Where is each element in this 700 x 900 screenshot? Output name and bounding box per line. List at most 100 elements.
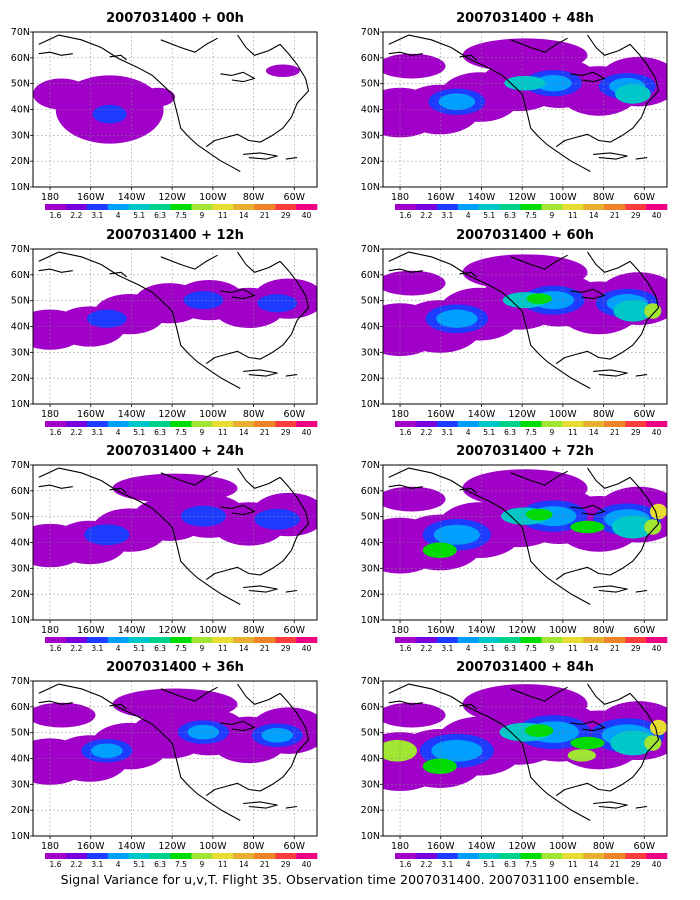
- colorbar-swatch: [128, 637, 150, 643]
- longitude-label: 180: [391, 192, 409, 203]
- colorbar-label: 7.5: [175, 644, 187, 653]
- colorbar-label: 40: [652, 211, 662, 220]
- colorbar-swatch: [583, 637, 605, 643]
- coastline: [593, 801, 628, 809]
- variance-contour: [112, 688, 238, 720]
- colorbar-label: 1.6: [400, 211, 412, 220]
- coastlines: [38, 251, 310, 389]
- colorbar-label: 14: [239, 428, 249, 437]
- colorbar-swatch: [296, 637, 318, 643]
- latitude-label: 20N: [11, 589, 30, 600]
- coastline: [109, 487, 128, 494]
- coastline: [220, 288, 256, 300]
- colorbar-label: 5.1: [133, 644, 145, 653]
- colorbar-label: 21: [610, 211, 620, 220]
- variance-contour: [433, 524, 480, 545]
- colorbar-swatch: [254, 421, 276, 427]
- colorbar-swatch: [149, 637, 171, 643]
- latitude-label: 40N: [361, 322, 380, 333]
- colorbar-label: 5.1: [133, 428, 145, 437]
- panel-title: 2007031400 + 72h: [456, 444, 594, 459]
- colorbar-label: 9: [550, 211, 555, 220]
- latitude-label: 40N: [11, 105, 30, 116]
- coastline: [459, 487, 478, 494]
- colorbar-swatch: [65, 637, 88, 643]
- colorbar-swatch: [212, 853, 234, 859]
- latitude-label: 60N: [11, 53, 30, 64]
- longitude-label: 120W: [158, 841, 186, 852]
- colorbar-label: 29: [631, 644, 641, 653]
- colorbar-swatch: [86, 637, 108, 643]
- latitude-label: 10N: [11, 182, 30, 193]
- coastline: [555, 251, 660, 365]
- coastline: [220, 71, 256, 83]
- colorbar-swatch: [212, 204, 234, 210]
- coastline: [220, 504, 256, 516]
- colorbar-swatch: [499, 637, 521, 643]
- coastline: [635, 589, 648, 593]
- longitude-label: 140W: [468, 841, 496, 852]
- coastline: [243, 152, 278, 160]
- colorbar-swatch: [107, 204, 129, 210]
- coastline: [38, 268, 73, 273]
- coastline: [109, 54, 128, 61]
- variance-field: [383, 684, 667, 792]
- colorbar-swatch: [170, 853, 192, 859]
- colorbar-label: 6.3: [504, 211, 516, 220]
- colorbar-swatch: [395, 421, 417, 427]
- colorbar-label: 29: [281, 860, 291, 869]
- colorbar-swatch: [191, 204, 213, 210]
- colorbar-swatch: [478, 421, 500, 427]
- colorbar-swatch: [128, 204, 150, 210]
- colorbar-swatch: [520, 637, 542, 643]
- coastline: [285, 805, 298, 809]
- colorbar-label: 1.6: [50, 211, 62, 220]
- colorbar-label: 1.6: [50, 860, 62, 869]
- colorbar-label: 3.1: [441, 428, 453, 437]
- longitude-label: 140W: [468, 625, 496, 636]
- colorbar-swatch: [395, 204, 417, 210]
- colorbar-swatch: [562, 853, 584, 859]
- colorbar-swatch: [646, 637, 668, 643]
- colorbar-label: 5.1: [483, 211, 495, 220]
- colorbar-swatch: [86, 853, 108, 859]
- colorbar-swatch: [541, 204, 563, 210]
- colorbar-swatch: [625, 421, 647, 427]
- variance-contour: [383, 270, 446, 296]
- colorbar-swatch: [212, 637, 234, 643]
- latitude-label: 60N: [361, 486, 380, 497]
- variance-contour: [462, 469, 588, 508]
- colorbar-label: 5.1: [133, 860, 145, 869]
- variance-contour: [567, 749, 596, 762]
- variance-contour: [431, 739, 483, 762]
- colorbar-label: 9: [200, 428, 205, 437]
- variance-contour: [525, 724, 554, 737]
- coastlines: [388, 251, 660, 389]
- coastline: [285, 374, 298, 377]
- variance-contour: [613, 300, 653, 322]
- colorbar-swatch: [499, 204, 521, 210]
- colorbar-label: 1.6: [400, 428, 412, 437]
- variance-contour: [611, 515, 655, 539]
- colorbar-label: 29: [281, 644, 291, 653]
- longitude-label: 180: [41, 192, 59, 203]
- colorbar-swatch: [65, 421, 88, 427]
- variance-contour: [383, 702, 446, 728]
- colorbar-swatch: [625, 204, 647, 210]
- variance-contour: [615, 84, 651, 104]
- colorbar-swatch: [436, 853, 458, 859]
- colorbar-label: 40: [652, 428, 662, 437]
- longitude-label: 60W: [634, 625, 656, 636]
- colorbar-label: 6.3: [504, 860, 516, 869]
- longitude-label: 80W: [243, 841, 265, 852]
- colorbar-label: 4: [466, 211, 471, 220]
- colorbar-label: 40: [652, 644, 662, 653]
- longitude-label: 100W: [549, 841, 577, 852]
- colorbar-label: 2.2: [70, 428, 82, 437]
- colorbar-label: 21: [260, 860, 270, 869]
- colorbar-swatch: [541, 853, 563, 859]
- coastline: [160, 470, 218, 486]
- colorbar-label: 3.1: [91, 211, 103, 220]
- latitude-label: 70N: [11, 460, 30, 471]
